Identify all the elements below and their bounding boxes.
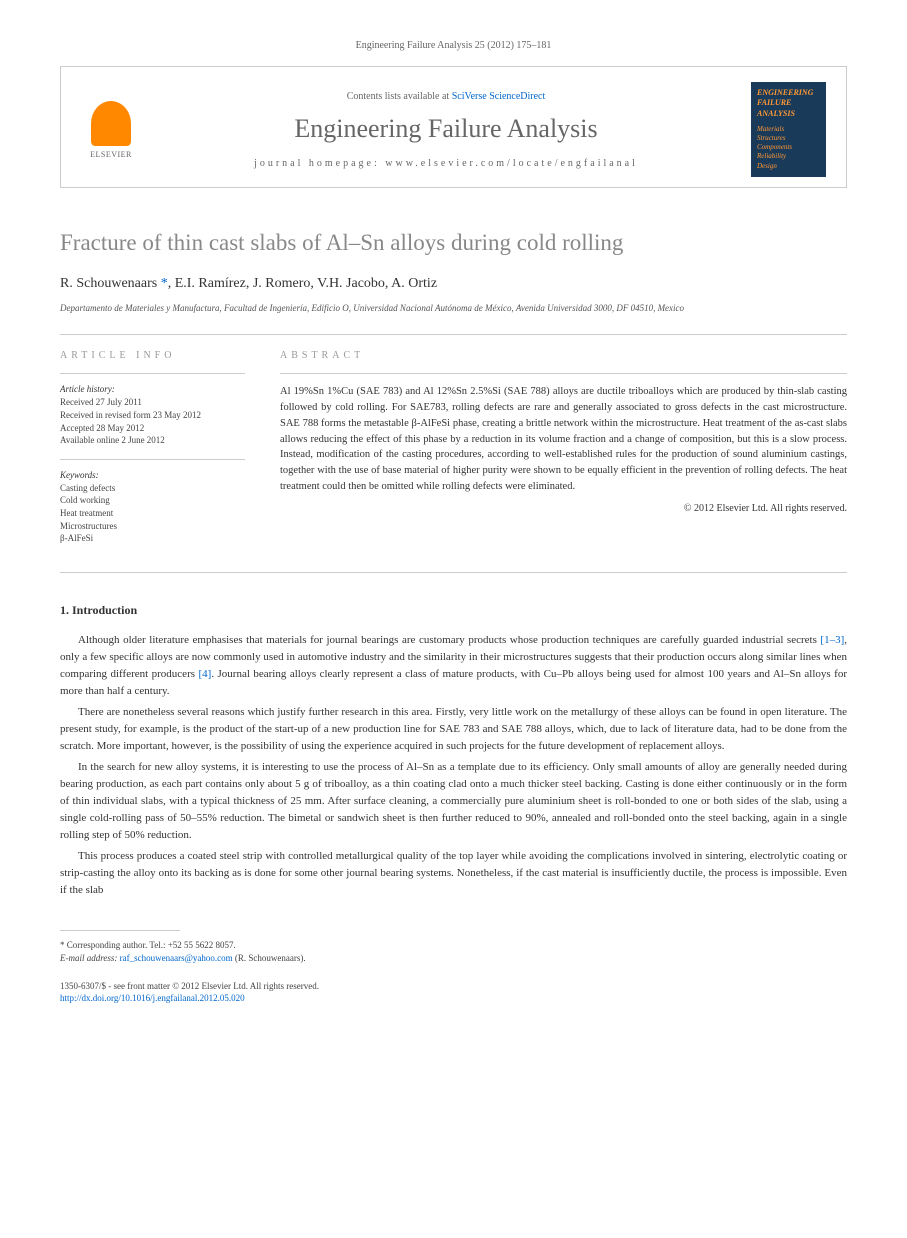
keyword: Casting defects xyxy=(60,482,245,495)
corresponding-author-link[interactable]: * xyxy=(161,276,168,291)
doi-block: 1350-6307/$ - see front matter © 2012 El… xyxy=(60,980,847,1005)
keyword: Cold working xyxy=(60,494,245,507)
email-label: E-mail address: xyxy=(60,953,120,963)
abstract-copyright: © 2012 Elsevier Ltd. All rights reserved… xyxy=(280,503,847,514)
body-paragraph: This process produces a coated steel str… xyxy=(60,848,847,899)
info-abstract-row: ARTICLE INFO Article history: Received 2… xyxy=(60,334,847,572)
authors-list: R. Schouwenaars *, E.I. Ramírez, J. Rome… xyxy=(60,276,847,292)
abstract-text: Al 19%Sn 1%Cu (SAE 783) and Al 12%Sn 2.5… xyxy=(280,384,847,494)
elsevier-tree-icon xyxy=(91,101,131,146)
body-paragraph: In the search for new alloy systems, it … xyxy=(60,759,847,844)
article-history-block: Article history: Received 27 July 2011 R… xyxy=(60,384,245,446)
journal-banner: ELSEVIER Contents lists available at Sci… xyxy=(60,66,847,188)
publisher-name: ELSEVIER xyxy=(90,150,132,159)
reference-link[interactable]: [4] xyxy=(198,668,211,680)
doi-link[interactable]: http://dx.doi.org/10.1016/j.engfailanal.… xyxy=(60,993,245,1003)
banner-center: Contents lists available at SciVerse Sci… xyxy=(141,91,751,169)
email-person: (R. Schouwenaars). xyxy=(233,953,306,963)
body-paragraph: Although older literature emphasises tha… xyxy=(60,632,847,700)
article-title: Fracture of thin cast slabs of Al–Sn all… xyxy=(60,228,847,258)
section-title-introduction: 1. Introduction xyxy=(60,603,847,618)
issn-line: 1350-6307/$ - see front matter © 2012 El… xyxy=(60,980,847,993)
homepage-line: journal homepage: www.elsevier.com/locat… xyxy=(141,158,751,169)
affiliation: Departamento de Materiales y Manufactura… xyxy=(60,302,847,315)
sciencedirect-link[interactable]: SciVerse ScienceDirect xyxy=(452,91,546,102)
reference-link[interactable]: [1–3] xyxy=(820,634,844,646)
body-paragraph: There are nonetheless several reasons wh… xyxy=(60,704,847,755)
citation-link[interactable]: Engineering Failure Analysis 25 (2012) 1… xyxy=(356,40,552,51)
contents-line: Contents lists available at SciVerse Sci… xyxy=(141,91,751,102)
email-link[interactable]: raf_schouwenaars@yahoo.com xyxy=(120,953,233,963)
history-line: Received in revised form 23 May 2012 xyxy=(60,409,245,422)
homepage-link[interactable]: www.elsevier.com/locate/engfailanal xyxy=(385,158,638,169)
keyword: Heat treatment xyxy=(60,507,245,520)
cover-topic: Design xyxy=(757,162,820,171)
history-label: Article history: xyxy=(60,384,245,394)
cover-title: ENGINEERING FAILURE ANALYSIS xyxy=(757,88,820,119)
contents-prefix: Contents lists available at xyxy=(347,91,452,102)
para-text: Although older literature emphasises tha… xyxy=(78,634,820,646)
article-info-heading: ARTICLE INFO xyxy=(60,350,245,361)
cover-topic: Reliability xyxy=(757,152,820,161)
keyword: β-AlFeSi xyxy=(60,532,245,545)
corresponding-author-footnote: * Corresponding author. Tel.: +52 55 562… xyxy=(60,939,847,953)
footnote-separator xyxy=(60,930,180,931)
keyword: Microstructures xyxy=(60,520,245,533)
journal-cover-thumbnail[interactable]: ENGINEERING FAILURE ANALYSIS Materials S… xyxy=(751,82,826,177)
abstract-column: ABSTRACT Al 19%Sn 1%Cu (SAE 783) and Al … xyxy=(260,335,847,571)
citation-header: Engineering Failure Analysis 25 (2012) 1… xyxy=(60,40,847,51)
article-info-column: ARTICLE INFO Article history: Received 2… xyxy=(60,335,260,571)
keywords-label: Keywords: xyxy=(60,470,245,480)
email-footnote: E-mail address: raf_schouwenaars@yahoo.c… xyxy=(60,952,847,966)
homepage-label: journal homepage: xyxy=(254,158,385,169)
history-line: Available online 2 June 2012 xyxy=(60,434,245,447)
cover-topic: Structures xyxy=(757,134,820,143)
elsevier-logo[interactable]: ELSEVIER xyxy=(81,95,141,165)
history-line: Received 27 July 2011 xyxy=(60,396,245,409)
journal-name: Engineering Failure Analysis xyxy=(141,114,751,144)
keywords-block: Keywords: Casting defects Cold working H… xyxy=(60,470,245,545)
cover-topic: Components xyxy=(757,143,820,152)
abstract-heading: ABSTRACT xyxy=(280,350,847,361)
history-line: Accepted 28 May 2012 xyxy=(60,422,245,435)
cover-topic: Materials xyxy=(757,125,820,134)
